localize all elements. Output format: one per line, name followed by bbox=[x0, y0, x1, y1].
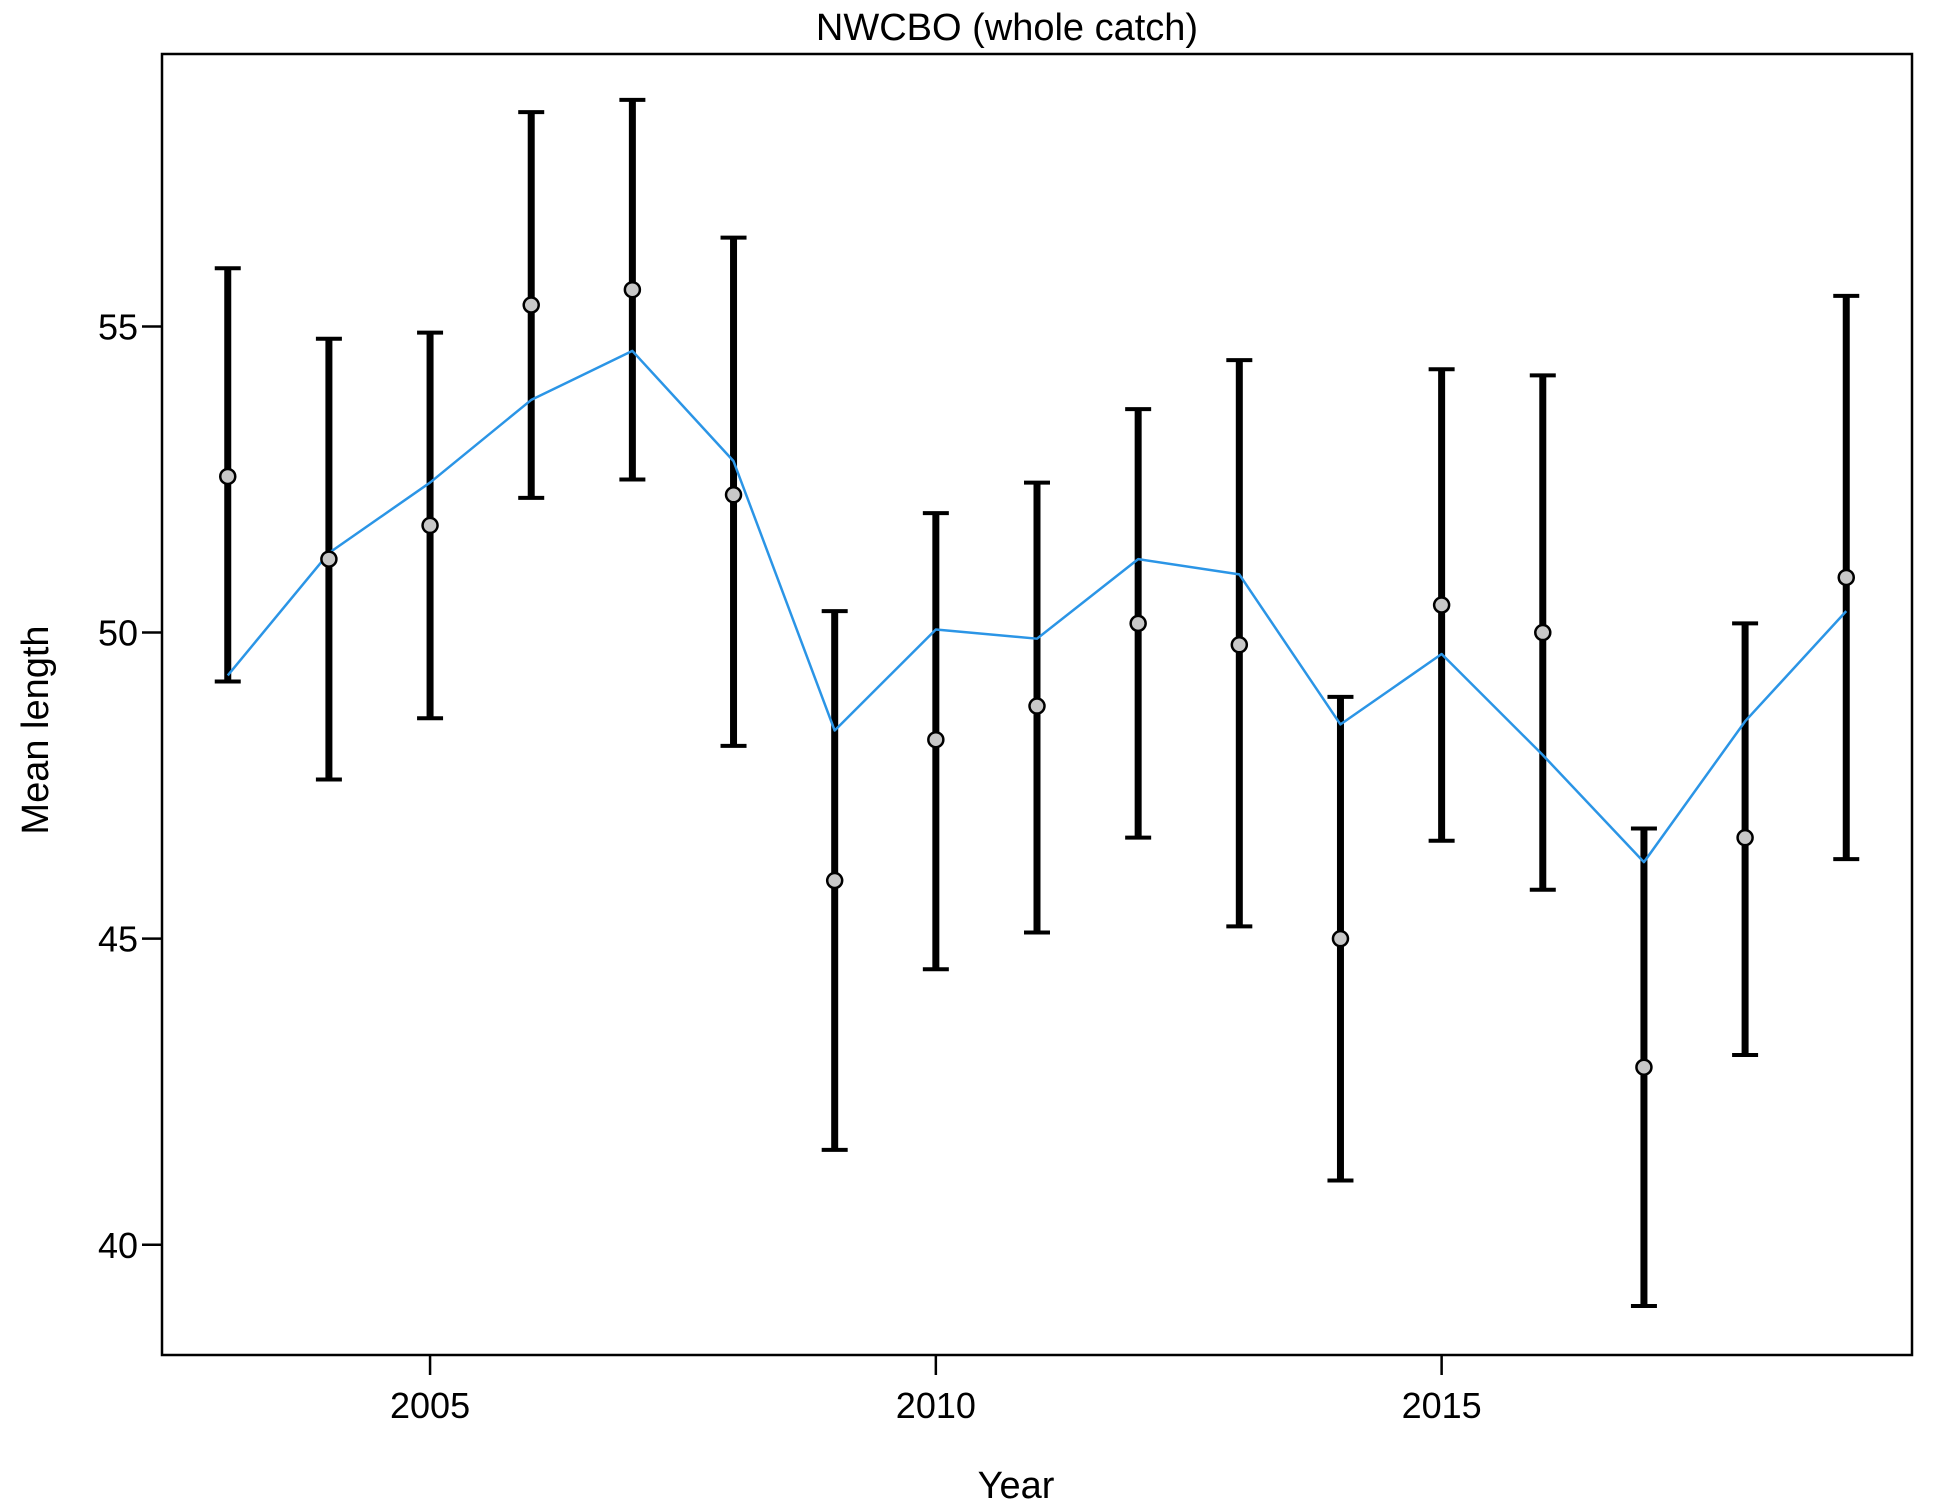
expected-line-group bbox=[226, 349, 1848, 864]
data-point bbox=[1736, 828, 1754, 847]
data-point bbox=[219, 467, 237, 486]
data-point bbox=[522, 296, 540, 314]
data-point bbox=[1230, 636, 1249, 654]
data-point bbox=[1837, 568, 1855, 587]
data-point bbox=[927, 730, 945, 749]
data-point bbox=[1129, 614, 1147, 633]
chart-title: NWCBO (whole catch) bbox=[816, 7, 1198, 49]
x-axis: 2005 2010 2015 bbox=[390, 1355, 1482, 1426]
x-tick-label: 2005 bbox=[390, 1385, 470, 1426]
data-point bbox=[623, 280, 642, 299]
data-point bbox=[724, 486, 743, 504]
y-tick-label: 50 bbox=[98, 613, 138, 654]
y-tick-label: 55 bbox=[98, 306, 138, 347]
data-point bbox=[1432, 596, 1451, 614]
data-point bbox=[1028, 697, 1046, 715]
data-point bbox=[1331, 929, 1350, 948]
x-axis-label: Year bbox=[978, 1465, 1055, 1500]
y-axis-label: Mean length bbox=[15, 625, 57, 834]
y-tick-label: 40 bbox=[98, 1225, 138, 1266]
y-tick-label: 45 bbox=[98, 919, 138, 960]
data-point bbox=[320, 550, 338, 568]
x-tick-label: 2015 bbox=[1402, 1385, 1482, 1426]
plot-frame bbox=[160, 52, 1914, 1357]
expected-series-line bbox=[226, 349, 1848, 864]
y-axis: 40 45 50 55 bbox=[98, 306, 162, 1266]
data-point bbox=[825, 871, 844, 890]
data-point bbox=[1534, 623, 1552, 642]
observed-points bbox=[219, 280, 1855, 1076]
x-tick-label: 2010 bbox=[896, 1385, 976, 1426]
data-point bbox=[1635, 1058, 1653, 1076]
data-point bbox=[421, 516, 439, 535]
